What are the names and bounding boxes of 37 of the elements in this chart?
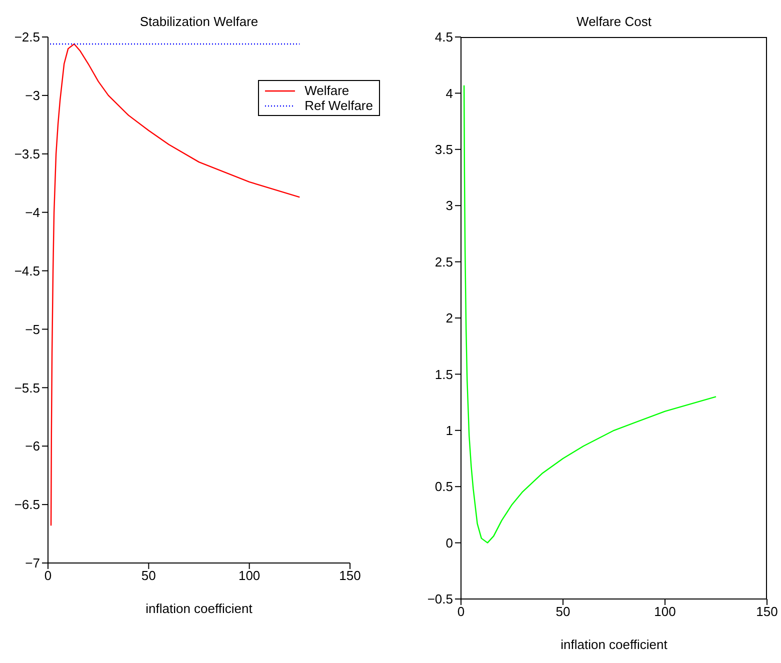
legend-label: Welfare [304,83,350,98]
x-tick-label: 50 [141,568,156,584]
chart-title: Welfare Cost [576,14,652,29]
y-tick-label: 3 [446,198,453,214]
y-tick-label: 0 [446,535,453,550]
y-tick-label: 1 [446,423,453,438]
y-tick-label: −4 [25,204,40,220]
x-tick-label: 50 [556,604,570,620]
y-tick-label: 4.5 [434,30,453,45]
y-tick-label: 2 [446,310,453,326]
x-tick-label: 100 [654,604,676,620]
x-tick-label: 150 [756,604,778,620]
y-tick-label: 4 [446,86,453,101]
x-axis-title: inflation coefficient [560,637,668,652]
y-tick-label: −2.5 [14,30,40,45]
y-tick-label: −3.5 [14,146,40,162]
legend-label: Ref Welfare [304,98,373,113]
y-tick-label: −3 [25,88,40,104]
y-tick-label: 3.5 [434,142,453,158]
y-tick-label: −6.5 [14,497,40,512]
chart-title: Stabilization Welfare [138,14,260,29]
x-tick-label: 150 [339,568,361,584]
line-series [50,43,300,526]
y-tick-label: −4.5 [14,263,40,278]
line-series [463,84,717,544]
x-tick-label: 0 [44,568,52,584]
y-tick-label: 1.5 [434,366,453,382]
y-tick-label: −0.5 [427,592,453,607]
y-tick-label: −5.5 [14,380,40,396]
y-tick-label: −6 [25,438,40,454]
x-axis-title: inflation coefficient [146,601,253,616]
x-tick-label: 100 [238,568,260,584]
y-tick-label: −7 [25,556,40,571]
y-tick-label: −5 [25,322,40,337]
y-tick-label: 0.5 [434,479,453,494]
x-tick-label: 0 [457,604,465,620]
y-tick-label: 2.5 [434,254,453,270]
